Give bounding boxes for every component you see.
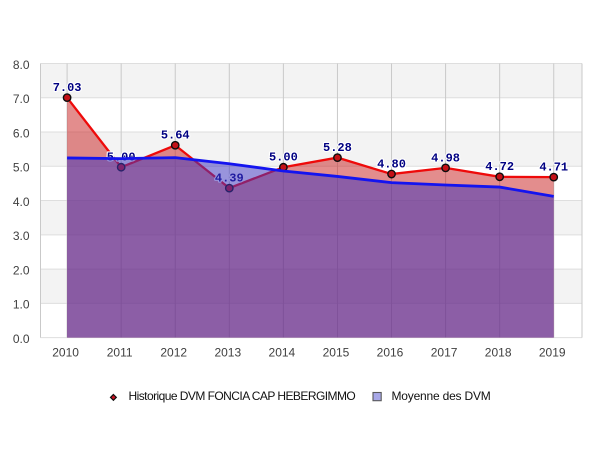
- svg-text:5.0: 5.0: [13, 161, 30, 175]
- svg-text:8.0: 8.0: [13, 58, 30, 72]
- svg-text:4.0: 4.0: [13, 195, 30, 209]
- svg-text:1.0: 1.0: [13, 298, 30, 312]
- svg-text:5.00: 5.00: [269, 151, 298, 165]
- svg-text:5.28: 5.28: [323, 141, 352, 155]
- svg-text:2017: 2017: [431, 346, 458, 360]
- svg-text:2015: 2015: [323, 346, 350, 360]
- svg-text:4.98: 4.98: [431, 151, 460, 165]
- svg-text:Moyenne des DVM: Moyenne des DVM: [392, 389, 491, 403]
- svg-text:7.03: 7.03: [53, 81, 82, 95]
- svg-text:2016: 2016: [377, 346, 404, 360]
- svg-text:4.71: 4.71: [539, 161, 568, 175]
- svg-text:2018: 2018: [485, 346, 512, 360]
- svg-text:2011: 2011: [107, 346, 133, 360]
- svg-text:7.0: 7.0: [13, 92, 30, 106]
- svg-text:4.80: 4.80: [377, 157, 406, 171]
- svg-text:0.0: 0.0: [13, 332, 30, 346]
- svg-text:6.0: 6.0: [13, 126, 30, 140]
- svg-text:3.0: 3.0: [13, 229, 30, 243]
- svg-text:4.72: 4.72: [485, 160, 514, 174]
- svg-text:2010: 2010: [52, 346, 79, 360]
- svg-text:2019: 2019: [539, 346, 566, 360]
- svg-text:2013: 2013: [214, 346, 241, 360]
- svg-text:2.0: 2.0: [13, 263, 30, 277]
- svg-text:2014: 2014: [269, 346, 296, 360]
- svg-text:2012: 2012: [160, 346, 187, 360]
- svg-text:5.64: 5.64: [161, 129, 190, 143]
- svg-text:Historique DVM FONCIA CAP HEBE: Historique DVM FONCIA CAP HEBERGIMMO: [129, 389, 356, 403]
